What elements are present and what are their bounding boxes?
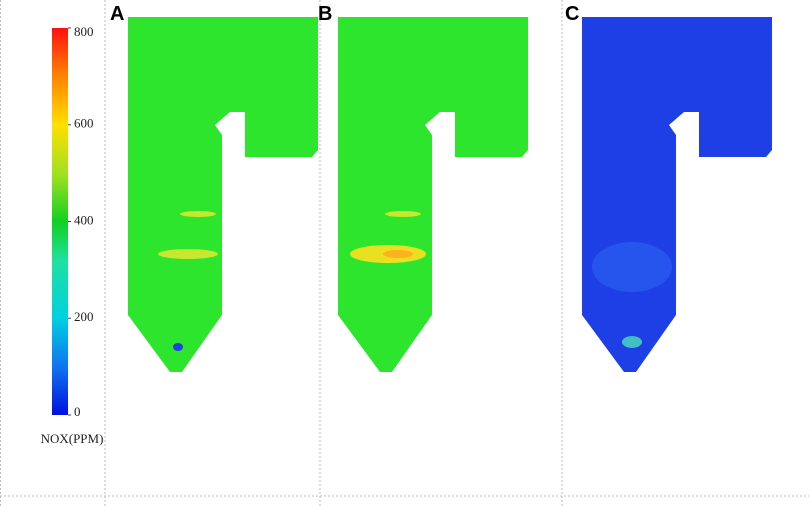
panel-a [128, 17, 318, 372]
tick-label: 800 [74, 24, 94, 39]
panel-label: C [565, 3, 579, 25]
panel-c [582, 17, 772, 372]
panel-label: A [110, 3, 124, 25]
panel-b [338, 17, 528, 372]
tick-label: 0 [74, 404, 81, 419]
colorbar [52, 28, 68, 415]
colorbar-title: NOX(PPM) [41, 431, 104, 446]
tick-label: 400 [74, 212, 94, 227]
panel-label: B [318, 3, 332, 25]
tick-label: 600 [74, 116, 94, 131]
tick-label: 200 [74, 309, 94, 324]
